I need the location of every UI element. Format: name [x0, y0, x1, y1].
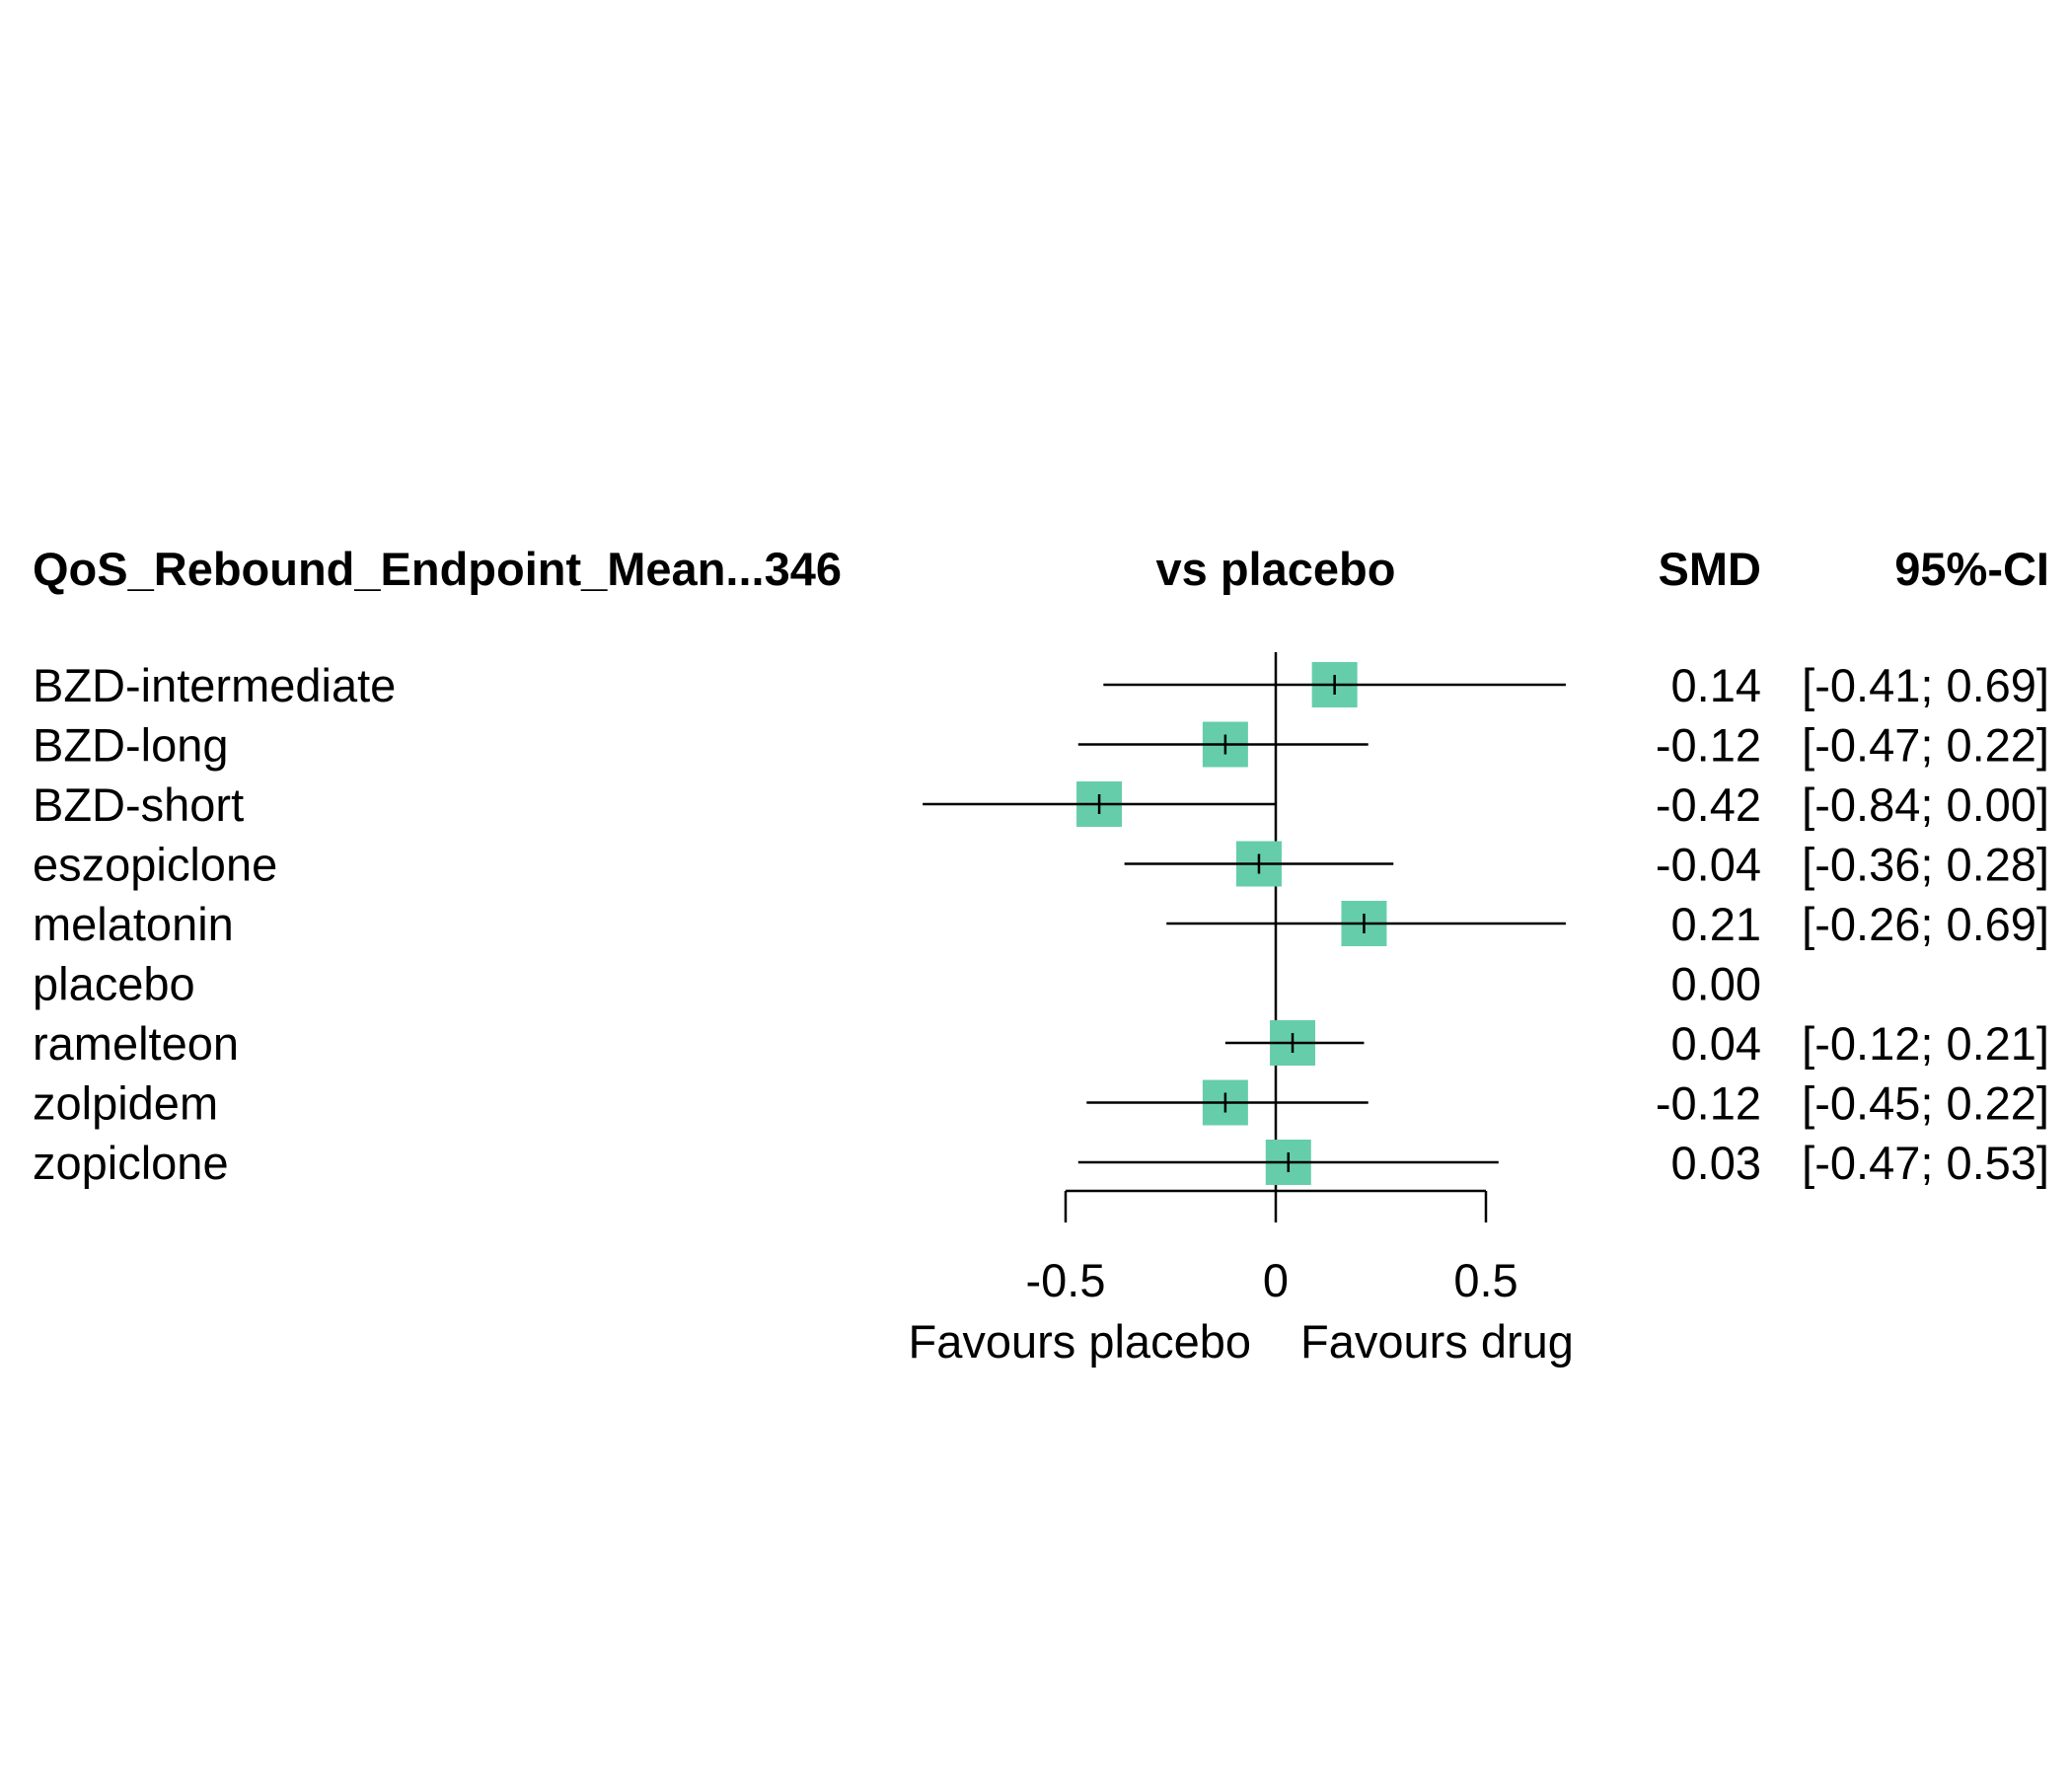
row-label: zolpidem — [33, 1077, 218, 1130]
favours-right-label: Favours drug — [1300, 1315, 1574, 1368]
row-label: BZD-intermediate — [33, 659, 396, 711]
outcome-header: QoS_Rebound_Endpoint_Mean...346 — [33, 543, 842, 595]
estimate-value: -0.42 — [1656, 778, 1761, 831]
row-label: eszopiclone — [33, 839, 277, 891]
ci-header: 95%-CI — [1894, 543, 2049, 595]
forest-row: BZD-intermediate 0.14 [-0.41; 0.69] — [33, 659, 2049, 711]
estimate-value: -0.12 — [1656, 1077, 1761, 1130]
ci-value: [-0.26; 0.69] — [1802, 898, 2049, 950]
ci-value: [-0.47; 0.22] — [1802, 719, 2049, 772]
x-tick-label: 0.5 — [1453, 1254, 1517, 1306]
ci-value: [-0.45; 0.22] — [1802, 1077, 2049, 1130]
forest-row: zopiclone 0.03 [-0.47; 0.53] — [33, 1137, 2049, 1189]
forest-row: melatonin 0.21 [-0.26; 0.69] — [33, 898, 2049, 950]
forest-row: BZD-short -0.42 [-0.84; 0.00] — [33, 778, 2049, 831]
estimate-value: 0.21 — [1671, 898, 1761, 950]
ci-value: [-0.36; 0.28] — [1802, 839, 2049, 891]
estimate-value: -0.04 — [1656, 839, 1761, 891]
x-tick-label: -0.5 — [1026, 1254, 1106, 1306]
forest-row: zolpidem -0.12 [-0.45; 0.22] — [33, 1077, 2049, 1130]
rows-layer: BZD-intermediate 0.14 [-0.41; 0.69] BZD-lon… — [33, 652, 2049, 1191]
forest-row: placebo 0.00 — [33, 958, 1761, 1010]
estimate-value: 0.03 — [1671, 1137, 1761, 1189]
row-label: ramelteon — [33, 1017, 239, 1070]
x-axis: -0.5 0 0.5 Favours placebo Favours drug — [909, 1189, 1574, 1368]
estimate-value: -0.12 — [1656, 719, 1761, 772]
estimate-value: 0.04 — [1671, 1017, 1761, 1070]
row-label: zopiclone — [33, 1137, 229, 1189]
x-tick-label: 0 — [1263, 1254, 1289, 1306]
estimate-value: 0.00 — [1671, 958, 1761, 1010]
ci-value: [-0.41; 0.69] — [1802, 659, 2049, 711]
ci-value: [-0.47; 0.53] — [1802, 1137, 2049, 1189]
forest-row: ramelteon 0.04 [-0.12; 0.21] — [33, 1017, 2049, 1070]
estimate-value: 0.14 — [1671, 659, 1761, 711]
row-label: BZD-long — [33, 719, 229, 772]
ci-value: [-0.84; 0.00] — [1802, 778, 2049, 831]
effect-header: SMD — [1659, 543, 1761, 595]
row-label: BZD-short — [33, 778, 244, 831]
row-label: melatonin — [33, 898, 234, 950]
forest-row: eszopiclone -0.04 [-0.36; 0.28] — [33, 839, 2049, 891]
comparison-header: vs placebo — [1156, 543, 1396, 595]
ci-value: [-0.12; 0.21] — [1802, 1017, 2049, 1070]
favours-left-label: Favours placebo — [909, 1315, 1251, 1368]
forest-row: BZD-long -0.12 [-0.47; 0.22] — [33, 719, 2049, 772]
row-label: placebo — [33, 958, 195, 1010]
